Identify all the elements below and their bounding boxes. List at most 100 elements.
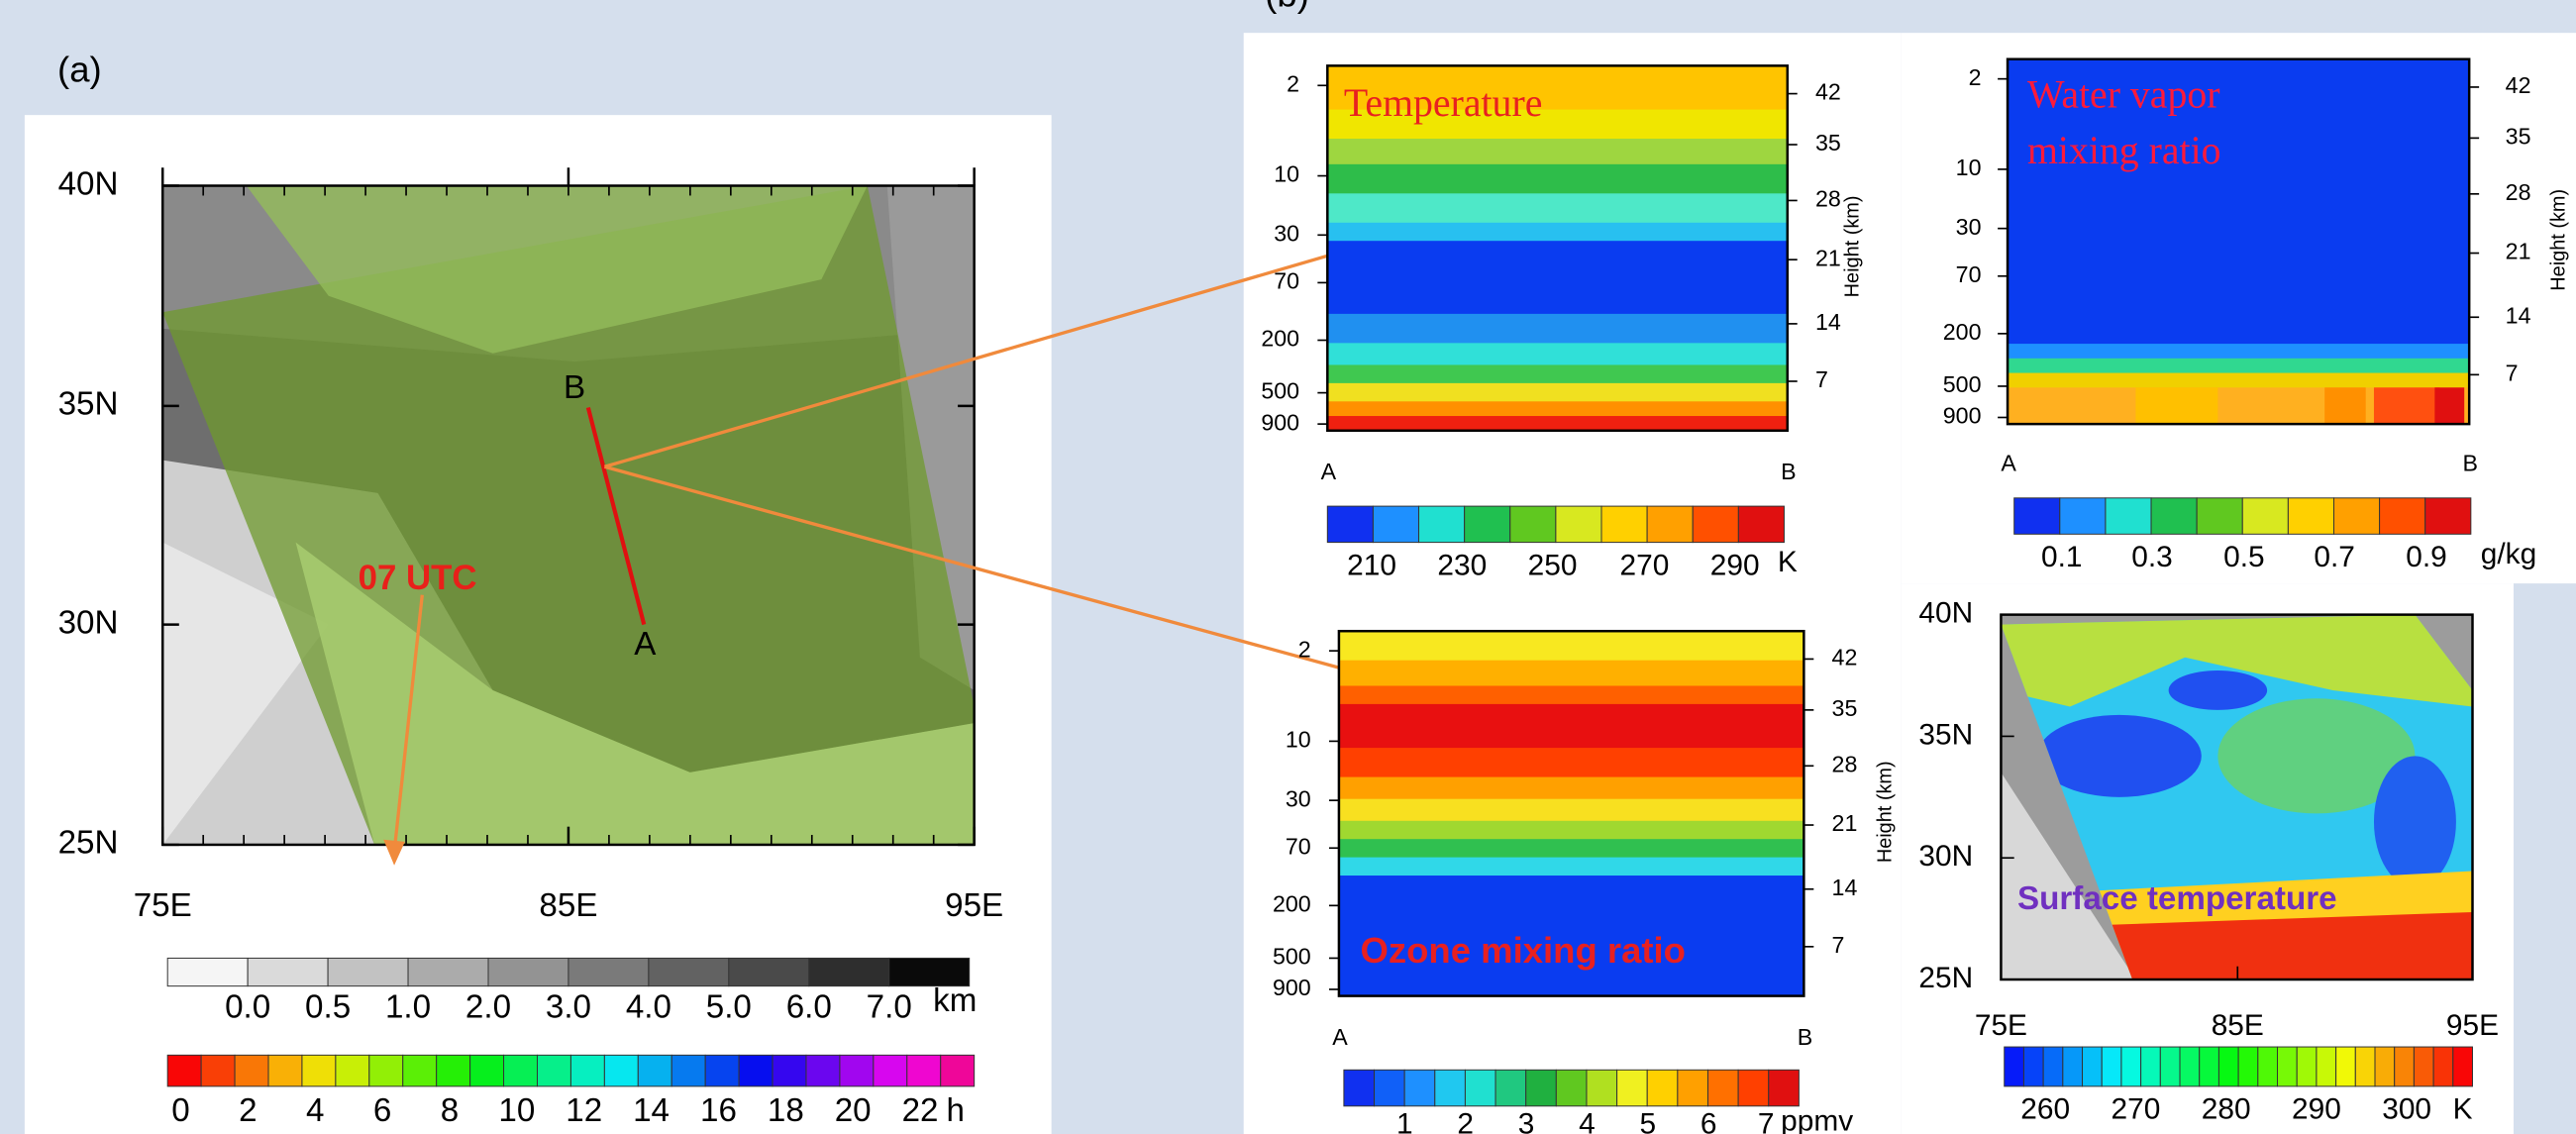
- pressure-label: 10: [1274, 161, 1299, 187]
- colorbar-box: [234, 1054, 269, 1087]
- colorbar-label: 0.1: [2041, 541, 2083, 573]
- colorbar-box: [2120, 1046, 2142, 1087]
- colorbar-box: [1525, 1069, 1557, 1107]
- contour-band: [2324, 387, 2366, 425]
- colorbar-box: [728, 957, 810, 987]
- colorbar-label: 12: [566, 1092, 602, 1129]
- lat-label: 30N: [58, 604, 119, 641]
- colorbar-label: 0: [171, 1092, 189, 1129]
- colorbar-box: [200, 1054, 236, 1087]
- x-label: B: [2463, 451, 2478, 476]
- colorbar-box: [2150, 497, 2198, 535]
- colorbar-label: 6: [1700, 1108, 1717, 1134]
- contour-band: [1327, 109, 1788, 140]
- height-label: 35: [1815, 130, 1841, 155]
- colorbar-label: 8: [441, 1092, 459, 1129]
- lat-label: 25N: [58, 825, 119, 862]
- colorbar-box: [2374, 1046, 2396, 1087]
- colorbar-box: [888, 957, 971, 987]
- axis-label: Height (km): [2548, 189, 2570, 291]
- contour-band: [1327, 65, 1788, 111]
- height-label: 42: [2506, 72, 2531, 98]
- colorbar-label: 1: [1396, 1108, 1413, 1134]
- x-label: B: [1781, 459, 1796, 484]
- colorbar-label: 4: [306, 1092, 324, 1129]
- colorbar-label: 18: [768, 1092, 804, 1129]
- colorbar-box: [567, 957, 650, 987]
- contour-band: [1338, 703, 1804, 749]
- colorbar-box: [2140, 1046, 2161, 1087]
- colorbar-box: [1737, 505, 1785, 544]
- plot-title: Ozone mixing ratio: [1360, 930, 1685, 971]
- contour-band: [1327, 222, 1788, 243]
- colorbar-label: 0.9: [2406, 541, 2447, 573]
- colorbar-box: [603, 1054, 639, 1087]
- colorbar-box: [1768, 1069, 1800, 1107]
- colorbar-box: [436, 1054, 471, 1087]
- colorbar-box: [503, 1054, 538, 1087]
- colorbar-label: 3: [1518, 1108, 1535, 1134]
- pressure-label: 30: [1286, 785, 1311, 811]
- pressure-label: 200: [1943, 319, 1982, 345]
- contour-band: [2008, 344, 2470, 360]
- colorbar-box: [670, 1054, 706, 1087]
- height-label: 35: [2506, 124, 2531, 150]
- axis-label: Height (km): [1875, 761, 1897, 863]
- colorbar-label: 250: [1528, 549, 1578, 581]
- contour-band: [2008, 358, 2470, 374]
- colorbar-box: [1616, 1069, 1648, 1107]
- lat-label: 40N: [58, 165, 119, 202]
- height-label: 21: [1815, 245, 1841, 270]
- colorbar-unit: K: [2453, 1093, 2473, 1126]
- colorbar-box: [1706, 1069, 1739, 1107]
- colorbar-box: [2332, 497, 2381, 535]
- terrain-map: [162, 185, 975, 845]
- transect: [585, 407, 647, 626]
- colorbar-label: 20: [835, 1092, 872, 1129]
- colorbar-box: [2452, 1046, 2473, 1087]
- colorbar-unit: km: [933, 982, 977, 1019]
- plot-frame: [1326, 64, 1790, 433]
- height-label: 35: [1832, 695, 1858, 721]
- colorbar-label: 290: [2292, 1093, 2341, 1126]
- colorbar-box: [2179, 1046, 2201, 1087]
- plot-frame: [1337, 629, 1805, 997]
- contour-band: [1338, 631, 1804, 662]
- point-label: B: [564, 369, 585, 406]
- contour-band: [2008, 372, 2470, 389]
- colorbar-label: 14: [633, 1092, 670, 1129]
- contour-band: [1338, 685, 1804, 705]
- colorbar-label: 4: [1579, 1108, 1596, 1134]
- pressure-label: 200: [1273, 890, 1311, 916]
- contour-band: [2434, 387, 2465, 425]
- colorbar-box: [267, 1054, 303, 1087]
- colorbar-box: [805, 1054, 841, 1087]
- x-label: A: [1321, 459, 1337, 484]
- colorbar-box: [2217, 1046, 2239, 1087]
- surface-map: [2001, 614, 2473, 980]
- colorbar-box: [2105, 497, 2152, 535]
- colorbar-box: [2394, 1046, 2415, 1087]
- colorbar-box: [2335, 1046, 2356, 1087]
- contour-band: [1338, 660, 1804, 687]
- colorbar-box: [2277, 1046, 2298, 1087]
- colorbar-box: [772, 1054, 807, 1087]
- contour-band: [1327, 139, 1788, 165]
- colorbar-box: [368, 1054, 404, 1087]
- height-label: 28: [2506, 179, 2531, 205]
- height-label: 42: [1815, 79, 1841, 105]
- lat-label: 35N: [58, 386, 119, 423]
- colorbar-unit: ppmv: [1781, 1104, 1853, 1134]
- colorbar-label: 210: [1347, 549, 1396, 581]
- map-title: Surface temperature: [2017, 880, 2337, 917]
- colorbar-box: [301, 1054, 337, 1087]
- colorbar-box: [940, 1054, 976, 1087]
- colorbar-box: [1692, 505, 1739, 544]
- colorbar-box: [2082, 1046, 2103, 1087]
- lon-label: 75E: [134, 887, 192, 924]
- height-label: 28: [1815, 186, 1841, 212]
- lat-label: 35N: [1918, 718, 1973, 751]
- colorbar-label: 5: [1639, 1108, 1656, 1134]
- colorbar-label: 300: [2382, 1093, 2431, 1126]
- pressure-label: 2: [1969, 64, 1982, 90]
